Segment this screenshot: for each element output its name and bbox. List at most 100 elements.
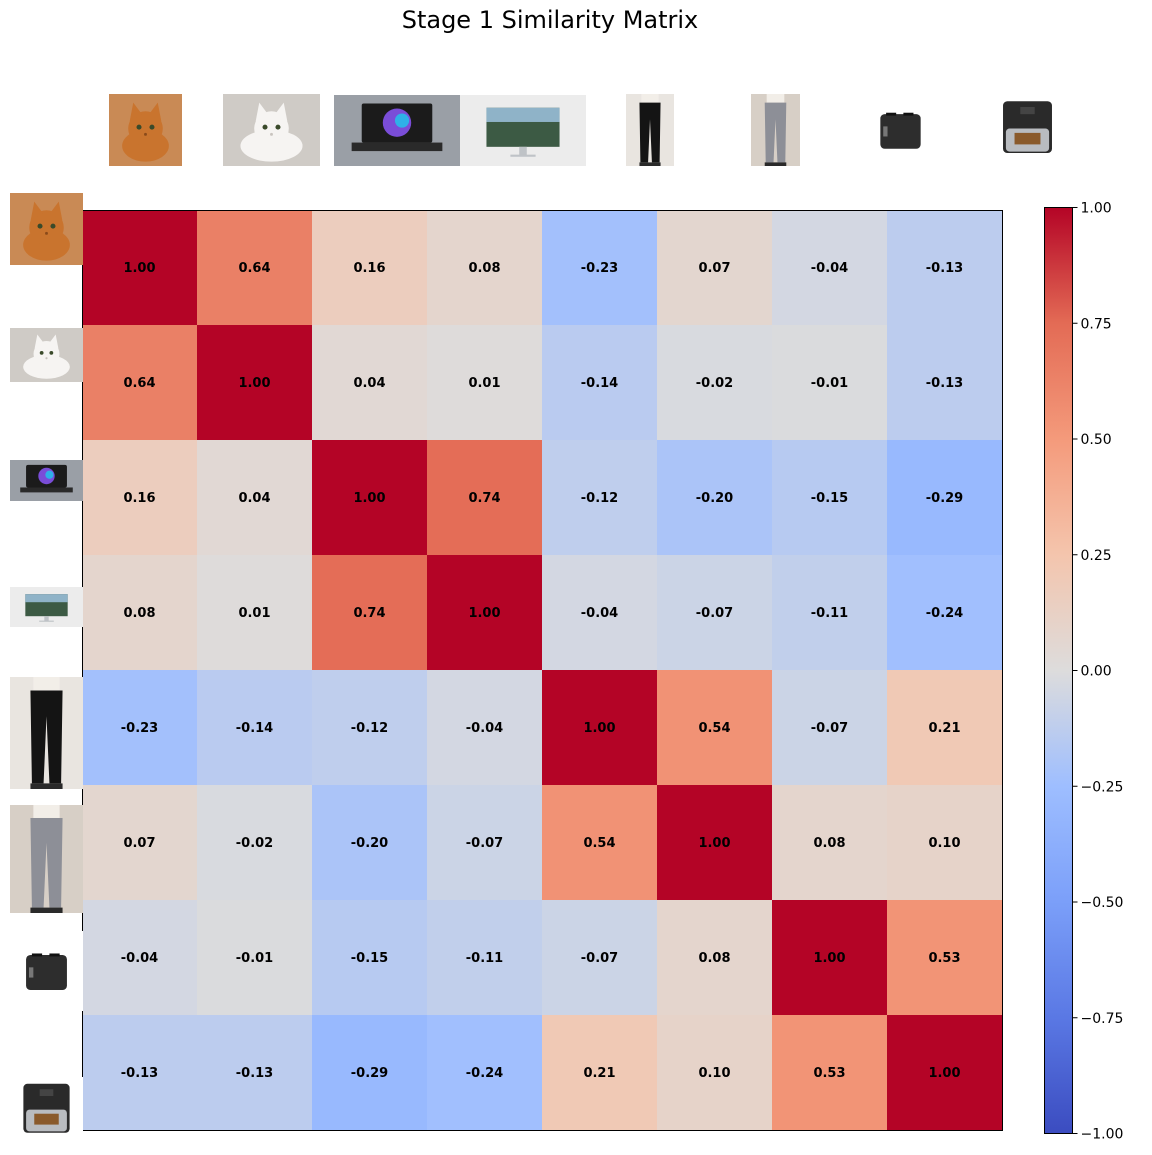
heatmap-cell-value: -0.14	[581, 376, 618, 391]
colorbar-tick-label: 0.25	[1081, 548, 1112, 564]
heatmap-cell	[542, 1015, 658, 1131]
heatmap-cell-value: 0.54	[698, 721, 730, 736]
orange-cat-thumbnail	[10, 193, 83, 265]
heatmap-cell-value: 1.00	[238, 376, 270, 391]
heatmap-cell-value: -0.15	[351, 951, 388, 966]
heatmap-cell-value: -0.02	[236, 836, 273, 851]
heatmap-cell-value: 0.01	[468, 376, 500, 391]
heatmap-cell	[542, 900, 658, 1016]
heatmap-cell	[312, 210, 428, 326]
heatmap-cell	[312, 555, 428, 671]
heatmap-cell-value: 0.16	[353, 261, 385, 276]
black-pants-thumbnail	[10, 677, 83, 789]
heatmap-cell-value: -0.13	[926, 261, 963, 276]
heatmap-cell	[657, 555, 773, 671]
heatmap-cell-value: -0.29	[926, 491, 963, 506]
heatmap-cell-value: 1.00	[353, 491, 385, 506]
heatmap-cell-value: 1.00	[698, 836, 730, 851]
heatmap-cell	[772, 325, 888, 441]
heatmap-cell-value: 1.00	[468, 606, 500, 621]
heatmap-cell-value: -0.11	[811, 606, 848, 621]
toaster-thumbnail	[864, 94, 937, 166]
heatmap-cell	[312, 440, 428, 556]
heatmap-cell	[772, 785, 888, 901]
heatmap-cell	[427, 325, 543, 441]
colorbar-tick-label: −0.75	[1081, 1011, 1124, 1027]
heatmap-cell	[427, 210, 543, 326]
air-fryer-thumbnail	[10, 1077, 83, 1145]
heatmap-cell-value: -0.23	[121, 721, 158, 736]
heatmap-cell-value: -0.20	[351, 836, 388, 851]
heatmap-cell-value: -0.23	[581, 261, 618, 276]
laptop-thumbnail	[10, 460, 83, 501]
grey-pants-thumbnail	[751, 94, 800, 166]
heatmap-cell	[312, 785, 428, 901]
heatmap-cell-value: 0.04	[238, 491, 270, 506]
heatmap-cell	[657, 325, 773, 441]
heatmap-cell	[657, 900, 773, 1016]
heatmap-cell	[887, 440, 1003, 556]
laptop-thumbnail	[334, 95, 460, 166]
heatmap-cell-value: -0.14	[236, 721, 273, 736]
heatmap-cell-value: 0.08	[468, 261, 500, 276]
heatmap-cell-value: -0.12	[351, 721, 388, 736]
heatmap-frame	[82, 210, 1003, 1131]
heatmap-cell	[772, 1015, 888, 1131]
heatmap-cell-value: -0.20	[696, 491, 733, 506]
heatmap-cell-value: 0.08	[813, 836, 845, 851]
heatmap-cell-value: -0.04	[811, 261, 848, 276]
orange-cat-thumbnail	[109, 94, 182, 166]
heatmap-cell	[887, 210, 1003, 326]
heatmap-cell	[312, 670, 428, 786]
colorbar-tick-label: 0.00	[1081, 664, 1112, 680]
heatmap-cell-value: 0.10	[698, 1066, 730, 1081]
heatmap-cell-value: 0.01	[238, 606, 270, 621]
heatmap-cell	[542, 325, 658, 441]
heatmap-cell-value: 0.07	[123, 836, 155, 851]
heatmap-cell	[772, 440, 888, 556]
heatmap-cell	[197, 670, 313, 786]
colorbar-tick-label: 0.50	[1081, 432, 1112, 448]
heatmap-cell-value: 1.00	[123, 261, 155, 276]
air-fryer-thumbnail	[989, 94, 1066, 166]
heatmap-cell-value: -0.07	[811, 721, 848, 736]
heatmap-cell	[197, 440, 313, 556]
heatmap-cell-value: -0.07	[581, 951, 618, 966]
heatmap-cell-value: 0.21	[928, 721, 960, 736]
heatmap-cell	[312, 900, 428, 1016]
heatmap-cell-value: 0.64	[123, 376, 155, 391]
heatmap-cell-value: -0.11	[466, 951, 503, 966]
heatmap-cell	[197, 210, 313, 326]
heatmap-cell	[887, 900, 1003, 1016]
heatmap-cell-value: -0.13	[121, 1066, 158, 1081]
heatmap-cell	[657, 440, 773, 556]
grey-pants-thumbnail	[10, 805, 83, 913]
heatmap-cell	[197, 325, 313, 441]
heatmap-cell	[772, 210, 888, 326]
heatmap-cell-value: -0.13	[236, 1066, 273, 1081]
heatmap-cell	[542, 210, 658, 326]
heatmap-cell-value: 1.00	[928, 1066, 960, 1081]
heatmap-cell	[197, 1015, 313, 1131]
heatmap-cell	[82, 555, 198, 671]
heatmap-cell-value: 0.53	[813, 1066, 845, 1081]
heatmap-cell-value: 0.54	[583, 836, 615, 851]
heatmap-cell	[542, 785, 658, 901]
heatmap-cell	[887, 555, 1003, 671]
heatmap-cell-value: -0.29	[351, 1066, 388, 1081]
heatmap-cell	[887, 785, 1003, 901]
heatmap-cell	[82, 325, 198, 441]
heatmap-cell-value: 0.74	[468, 491, 500, 506]
heatmap-cell-value: -0.04	[121, 951, 158, 966]
heatmap-cell	[772, 670, 888, 786]
heatmap-cell	[427, 440, 543, 556]
heatmap-cell-value: 0.64	[238, 261, 270, 276]
column-thumbnails	[109, 94, 1066, 166]
heatmap-cell-value: 0.21	[583, 1066, 615, 1081]
colorbar-tick-label: −0.25	[1081, 779, 1124, 795]
colorbar: 1.00 0.75 0.50 0.25 0.00 −0.25 −0.50 −0.75 −1.00	[1044, 201, 1124, 1143]
heatmap-cell-value: -0.01	[236, 951, 273, 966]
heatmap-cell-value: 0.07	[698, 261, 730, 276]
heatmap-cell	[427, 900, 543, 1016]
heatmap-cell-value: -0.01	[811, 376, 848, 391]
